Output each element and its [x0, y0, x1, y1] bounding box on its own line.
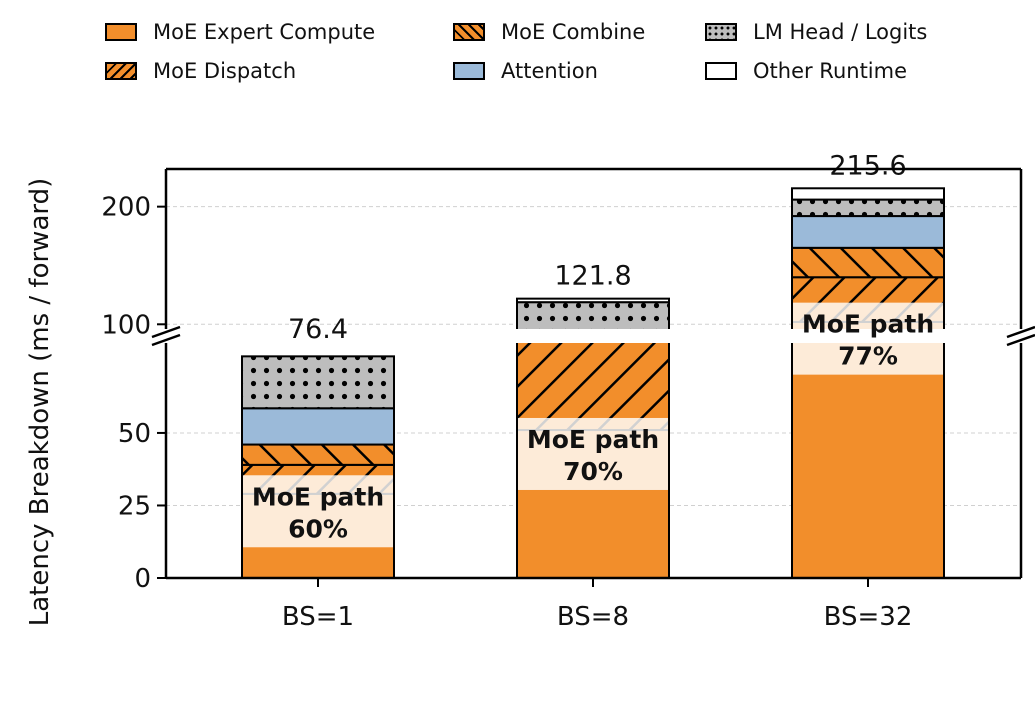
moe-path-label: MoE path	[252, 482, 384, 511]
bar-segment-combine	[241, 443, 395, 466]
bar-segment-lm-head	[516, 301, 670, 329]
legend-label-dispatch: MoE Dispatch	[153, 59, 297, 83]
legend-item-attention: Attention	[453, 59, 598, 83]
other-swatch	[705, 62, 737, 80]
bar-total-label: 76.4	[288, 314, 348, 345]
moe-path-box	[243, 475, 393, 548]
lm-head-swatch	[705, 23, 737, 41]
y-tick-label-lower: 25	[118, 491, 151, 521]
bar-segment-lm-head	[792, 0, 944, 21]
legend-item-lm-head: LM Head / Logits	[705, 20, 927, 44]
axis-break-mark	[151, 325, 181, 339]
bar-segment-combine	[517, 341, 669, 342]
bar-annotations: 76.4 MoE path 60% 121.8 MoE path 70% 215.6 MoE …	[243, 150, 943, 548]
moe-path-share: 77%	[838, 342, 898, 371]
bar-segment-expert	[791, 343, 945, 579]
legend-label-attention: Attention	[501, 59, 598, 83]
axis-break-mark	[151, 333, 181, 347]
bar-total-label: 121.8	[554, 261, 631, 292]
moe-path-share: 70%	[563, 457, 623, 486]
axis-break-mark	[1006, 325, 1035, 339]
expert-swatch	[105, 23, 137, 41]
y-tick-label-lower: 0	[134, 564, 151, 594]
legend-item-combine: MoE Combine	[453, 20, 645, 44]
legend-label-other: Other Runtime	[753, 59, 908, 83]
legend-label-expert: MoE Expert Compute	[153, 20, 376, 44]
legend-item-expert: MoE Expert Compute	[105, 20, 375, 44]
combine-swatch	[453, 23, 485, 41]
legend-item-other: Other Runtime	[705, 59, 907, 83]
dispatch-swatch	[105, 62, 137, 80]
bar-segment-lm-head	[241, 355, 395, 410]
axis-break-mark	[1006, 333, 1035, 347]
legend-item-dispatch: MoE Dispatch	[105, 59, 296, 83]
moe-path-box	[793, 302, 943, 375]
y-tick-label-upper: 200	[101, 193, 151, 223]
bar-segment-combine	[517, 330, 669, 331]
axes: 0 25 50 100 200 BS=1 BS=8 BS=32	[101, 167, 1035, 632]
x-tick-label: BS=8	[557, 602, 629, 632]
y-axis-label: Latency Breakdown (ms / forward)	[25, 178, 55, 627]
bar-segment-other	[791, 187, 945, 201]
bar-segment-attention	[792, 21, 944, 99]
moe-path-label: MoE path	[802, 310, 934, 339]
legend-label-combine: MoE Combine	[501, 20, 646, 44]
legend-label-lm-head: LM Head / Logits	[753, 20, 928, 44]
moe-path-share: 60%	[288, 514, 348, 543]
bar-segment-attention	[791, 215, 945, 249]
y-tick-label-lower: 50	[118, 419, 151, 449]
bar-segment-other	[516, 297, 670, 304]
attention-swatch	[453, 62, 485, 80]
y-tick-label-upper: 100	[101, 310, 151, 340]
bar-total-label: 215.6	[829, 150, 906, 181]
bar-segment-dispatch	[516, 343, 670, 432]
bar-segment-lm-head	[791, 198, 945, 218]
x-tick-label: BS=32	[824, 602, 913, 632]
bar-segment-other	[517, 225, 669, 234]
bar-segment-attention	[241, 407, 395, 446]
moe-path-box	[518, 417, 668, 490]
x-tick-label: BS=1	[282, 602, 354, 632]
bar-segment-attention	[517, 332, 669, 341]
legend: MoE Expert Compute MoE Dispatch MoE Comb…	[105, 18, 1005, 98]
bar-segment-combine	[791, 246, 945, 279]
moe-path-label: MoE path	[527, 425, 659, 454]
